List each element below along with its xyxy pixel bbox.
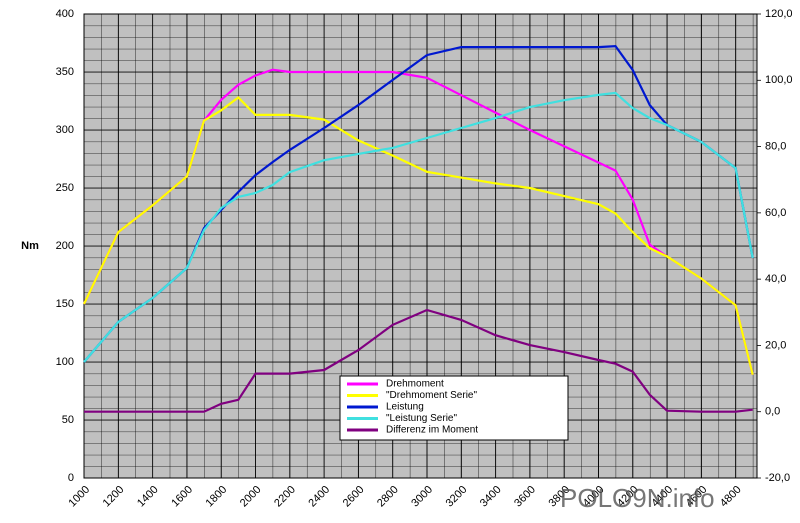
x-tick-label: 1400 <box>135 484 161 510</box>
y2-tick-label: 40,0 <box>765 273 786 285</box>
x-tick-label: 2000 <box>238 484 264 510</box>
series-line <box>83 96 754 376</box>
x-tick-label: 1600 <box>169 484 195 510</box>
y-tick-label: 400 <box>56 8 74 20</box>
y-tick-label: 50 <box>62 414 74 426</box>
x-tick-label: 3200 <box>444 484 470 510</box>
x-tick-label: 3600 <box>512 484 538 510</box>
series-line <box>83 91 754 363</box>
y-tick-label: 200 <box>56 240 74 252</box>
y2-tick-label: 120,0 <box>765 8 793 20</box>
legend-label: Drehmoment <box>386 379 444 390</box>
x-tick-label: 4800 <box>718 484 744 510</box>
x-tick-label: 3000 <box>409 484 435 510</box>
x-tick-label: 1800 <box>204 484 230 510</box>
x-tick-label: 2800 <box>375 484 401 510</box>
y-tick-label: 150 <box>56 298 74 310</box>
y-tick-label: 300 <box>56 124 74 136</box>
y-axis-label: Nm <box>21 240 39 252</box>
x-tick-label: 2600 <box>341 484 367 510</box>
legend-label: Leistung <box>386 402 424 413</box>
legend-label: "Drehmoment Serie" <box>386 390 477 401</box>
series-line <box>84 308 753 413</box>
y2-tick-label: 20,0 <box>765 339 786 351</box>
legend-label: Differenz im Moment <box>386 425 478 436</box>
x-tick-label: 1200 <box>101 484 127 510</box>
y2-tick-label: 100,0 <box>765 74 793 86</box>
x-tick-label: 2400 <box>306 484 332 510</box>
y-tick-label: 250 <box>56 182 74 194</box>
y2-tick-label: 60,0 <box>765 207 786 219</box>
series-line <box>83 68 754 376</box>
y2-tick-label: 80,0 <box>765 140 786 152</box>
x-tick-label: 1000 <box>66 484 92 510</box>
x-tick-label: 3400 <box>478 484 504 510</box>
y-tick-label: 350 <box>56 66 74 78</box>
y-tick-label: 100 <box>56 356 74 368</box>
watermark: POLO9N.info <box>560 483 715 513</box>
y2-tick-label: -20,0 <box>765 472 790 484</box>
y2-tick-label: 0,0 <box>765 406 780 418</box>
y-tick-label: 0 <box>68 472 74 484</box>
x-tick-label: 2200 <box>272 484 298 510</box>
legend-label: "Leistung Serie" <box>386 413 457 424</box>
